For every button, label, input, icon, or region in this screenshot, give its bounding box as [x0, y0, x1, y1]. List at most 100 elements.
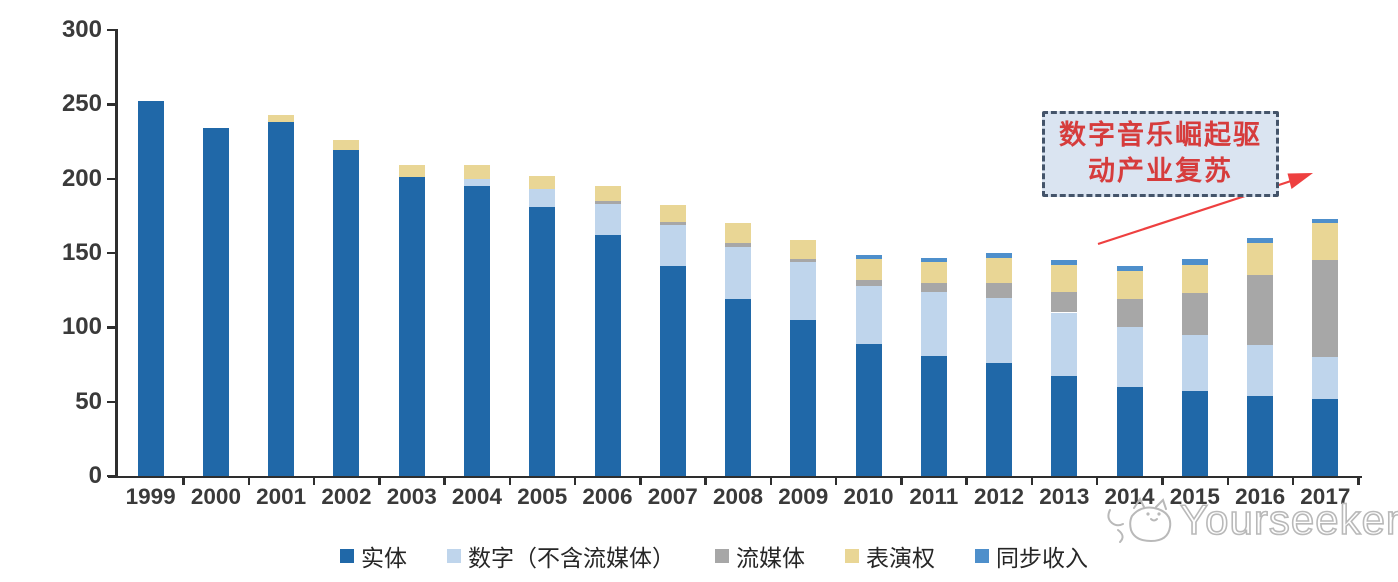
bar-segment-digital-excl-streaming-2007 — [659, 224, 686, 267]
bar-segment-physical-2016 — [1247, 395, 1274, 476]
bar-segment-streaming-2015 — [1181, 293, 1208, 335]
x-axis-label-2012: 2012 — [974, 484, 1025, 509]
bar-segment-physical-2002 — [333, 150, 360, 476]
bar-segment-streaming-2014 — [1116, 299, 1143, 328]
bar-segment-streaming-2009 — [790, 258, 817, 262]
legend-swatch-performance-rights — [845, 549, 859, 563]
x-axis-label-2003: 2003 — [386, 484, 437, 509]
bar-segment-performance-rights-2017 — [1312, 223, 1339, 261]
bar-segment-performance-rights-2005 — [529, 175, 556, 190]
bar-segment-digital-excl-streaming-2006 — [594, 203, 621, 236]
bar-segment-streaming-2011 — [920, 282, 947, 292]
y-axis-label-100: 100 — [61, 313, 102, 341]
bar-segment-physical-2014 — [1116, 386, 1143, 476]
legend-label-sync-revenue: 同步收入 — [996, 546, 1088, 572]
bar-segment-digital-excl-streaming-2008 — [725, 247, 751, 300]
legend-label-streaming: 流媒体 — [736, 546, 805, 572]
bar-segment-digital-excl-streaming-2013 — [1051, 312, 1078, 377]
y-axis-label-150: 150 — [61, 239, 102, 266]
y-axis-tick — [107, 28, 116, 32]
y-axis-tick — [107, 251, 116, 255]
bar-segment-sync-revenue-2010 — [855, 254, 882, 259]
bar-segment-performance-rights-2013 — [1051, 264, 1078, 292]
x-axis-tick — [965, 478, 968, 485]
bar-segment-digital-excl-streaming-2012 — [986, 297, 1013, 363]
x-axis-tick — [312, 478, 316, 485]
legend-item-physical: 实体 — [340, 539, 407, 573]
bar-segment-digital-excl-streaming-2014 — [1116, 327, 1143, 387]
x-axis-label-2005: 2005 — [517, 484, 568, 509]
legend-swatch-physical — [340, 549, 354, 563]
x-axis-tick — [443, 478, 446, 485]
bar-segment-physical-2000 — [202, 128, 229, 476]
bar-segment-performance-rights-2007 — [659, 205, 686, 222]
x-axis-label-2002: 2002 — [321, 484, 372, 509]
bar-segment-digital-excl-streaming-2004 — [463, 178, 490, 187]
bar-segment-performance-rights-2012 — [986, 257, 1013, 283]
x-axis-tick — [508, 478, 512, 485]
legend-label-performance-rights: 表演权 — [866, 546, 935, 572]
bar-segment-digital-excl-streaming-2010 — [855, 285, 882, 344]
bar-segment-performance-rights-2001 — [268, 114, 295, 123]
legend-label-digital-excl-streaming: 数字（不含流媒体） — [468, 546, 675, 572]
bar-segment-performance-rights-2004 — [463, 165, 490, 179]
bar-segment-sync-revenue-2014 — [1116, 266, 1143, 271]
x-axis-tick — [769, 478, 773, 485]
x-axis-label-2011: 2011 — [909, 484, 959, 509]
bar-segment-performance-rights-2016 — [1247, 242, 1274, 276]
y-axis-tick — [107, 400, 116, 403]
bar-segment-physical-2010 — [855, 343, 882, 476]
bar-segment-physical-2015 — [1181, 391, 1208, 476]
y-axis-label-50: 50 — [75, 387, 102, 415]
bar-segment-performance-rights-2006 — [594, 186, 621, 201]
x-axis-tick — [182, 478, 185, 485]
y-axis-tick — [107, 474, 116, 478]
legend-item-sync-revenue: 同步收入 — [975, 539, 1088, 573]
x-axis-label-2008: 2008 — [713, 484, 764, 509]
bar-segment-digital-excl-streaming-2011 — [920, 291, 947, 356]
chart-legend: 实体 数字（不含流媒体） 流媒体 表演权 同步收入 — [0, 539, 1398, 573]
y-axis-tick — [107, 103, 116, 106]
x-axis-tick — [247, 478, 250, 485]
bar-segment-physical-2009 — [790, 319, 817, 476]
x-axis-label-1999: 1999 — [125, 484, 176, 509]
bar-segment-digital-excl-streaming-2017 — [1312, 357, 1339, 399]
bar-segment-sync-revenue-2015 — [1181, 258, 1208, 265]
bar-segment-performance-rights-2008 — [725, 223, 751, 243]
bar-segment-physical-2017 — [1312, 398, 1339, 476]
x-axis-label-2004: 2004 — [451, 484, 502, 509]
x-axis-label-2000: 2000 — [190, 484, 241, 509]
x-axis-tick — [1357, 478, 1360, 485]
bar-segment-digital-excl-streaming-2005 — [529, 189, 556, 207]
y-axis-line — [115, 29, 118, 478]
bar-segment-streaming-2013 — [1051, 291, 1078, 313]
bar-segment-streaming-2016 — [1247, 275, 1274, 346]
bar-segment-sync-revenue-2011 — [920, 257, 947, 262]
bar-segment-physical-2006 — [594, 235, 621, 476]
x-axis-tick — [1291, 478, 1295, 485]
legend-item-streaming: 流媒体 — [715, 539, 805, 573]
legend-item-performance-rights: 表演权 — [845, 539, 935, 573]
x-axis-tick — [1095, 478, 1099, 485]
x-axis-label-2006: 2006 — [582, 484, 633, 509]
legend-swatch-digital-excl-streaming — [447, 549, 461, 563]
x-axis-tick — [378, 478, 381, 485]
bar-segment-performance-rights-2009 — [790, 239, 817, 259]
bar-segment-digital-excl-streaming-2016 — [1247, 345, 1274, 396]
bar-segment-physical-2012 — [986, 363, 1013, 476]
x-axis-tick — [834, 478, 838, 485]
bar-segment-digital-excl-streaming-2009 — [790, 261, 817, 320]
legend-label-physical: 实体 — [361, 546, 407, 572]
bar-segment-performance-rights-2014 — [1116, 270, 1143, 299]
y-axis-label-250: 250 — [61, 90, 102, 118]
bar-segment-performance-rights-2015 — [1181, 264, 1208, 294]
x-axis-label-2017: 2017 — [1300, 484, 1351, 509]
bar-segment-performance-rights-2010 — [855, 258, 882, 280]
x-axis-tick — [639, 478, 642, 485]
bar-segment-physical-2008 — [725, 299, 751, 476]
x-axis-label-2007: 2007 — [647, 484, 698, 509]
bar-segment-performance-rights-2002 — [333, 140, 360, 151]
bar-segment-physical-2004 — [463, 186, 490, 476]
bar-segment-digital-excl-streaming-2015 — [1181, 334, 1208, 392]
